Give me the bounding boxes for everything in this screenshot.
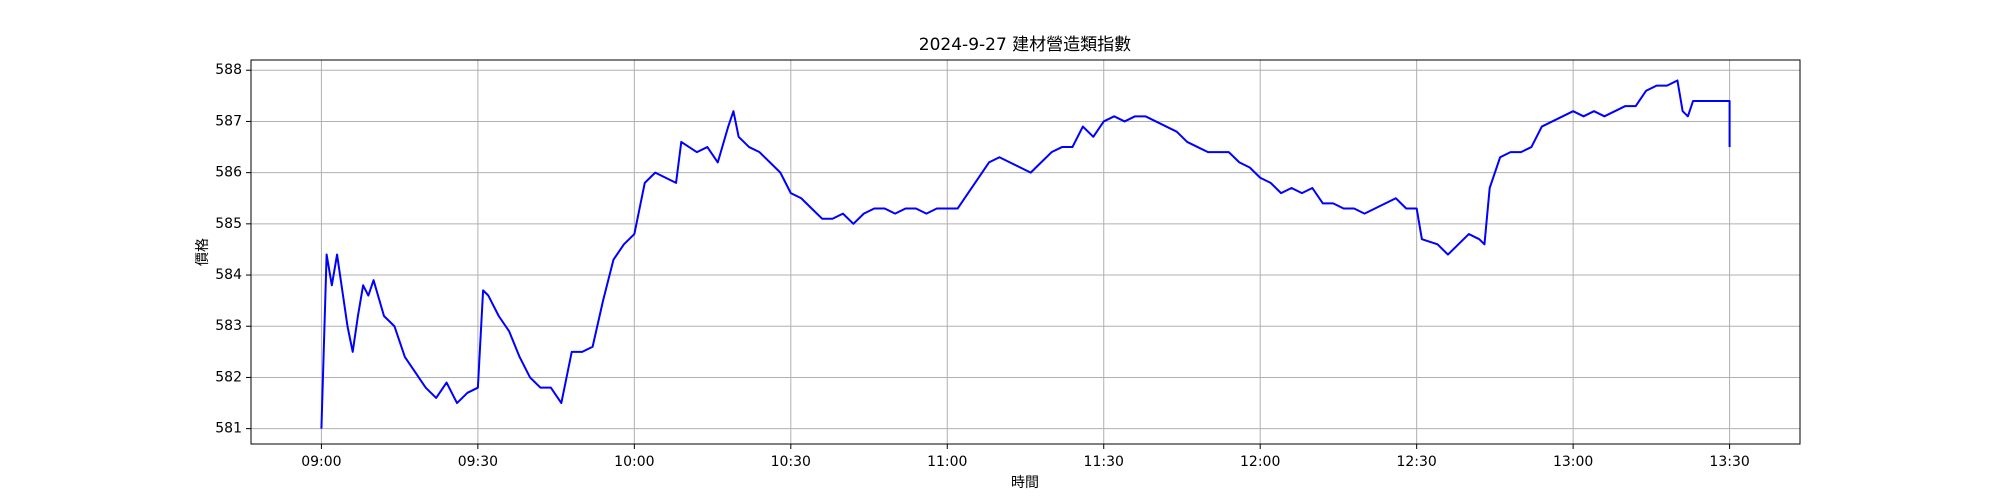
y-tick-label: 581 [215, 421, 242, 437]
y-axis-label: 價格 [194, 238, 211, 266]
x-tick-label: 11:30 [1084, 454, 1124, 470]
chart-title: 2024-9-27 建材營造類指數 [919, 35, 1131, 55]
x-tick-label: 13:00 [1553, 454, 1593, 470]
price-line [320, 79, 1731, 429]
y-tick-label: 587 [215, 113, 242, 129]
plot-frame [250, 59, 1801, 445]
x-tick-label: 13:30 [1709, 454, 1749, 470]
x-tick-label: 11:00 [927, 454, 967, 470]
x-tick-label: 10:30 [771, 454, 811, 470]
y-tick-label: 588 [215, 62, 242, 78]
x-tick-label: 10:00 [614, 454, 654, 470]
y-tick-label: 585 [215, 216, 242, 232]
x-tick-label: 12:00 [1240, 454, 1280, 470]
x-axis-label: 時間 [1011, 475, 1039, 491]
x-tick-label: 09:30 [458, 454, 498, 470]
y-tick-label: 583 [215, 318, 242, 334]
y-tick-label: 582 [215, 369, 242, 385]
y-tick-label: 584 [215, 267, 242, 283]
x-tick-label: 09:00 [301, 454, 341, 470]
y-tick-label: 586 [215, 165, 242, 181]
x-tick-label: 12:30 [1396, 454, 1436, 470]
